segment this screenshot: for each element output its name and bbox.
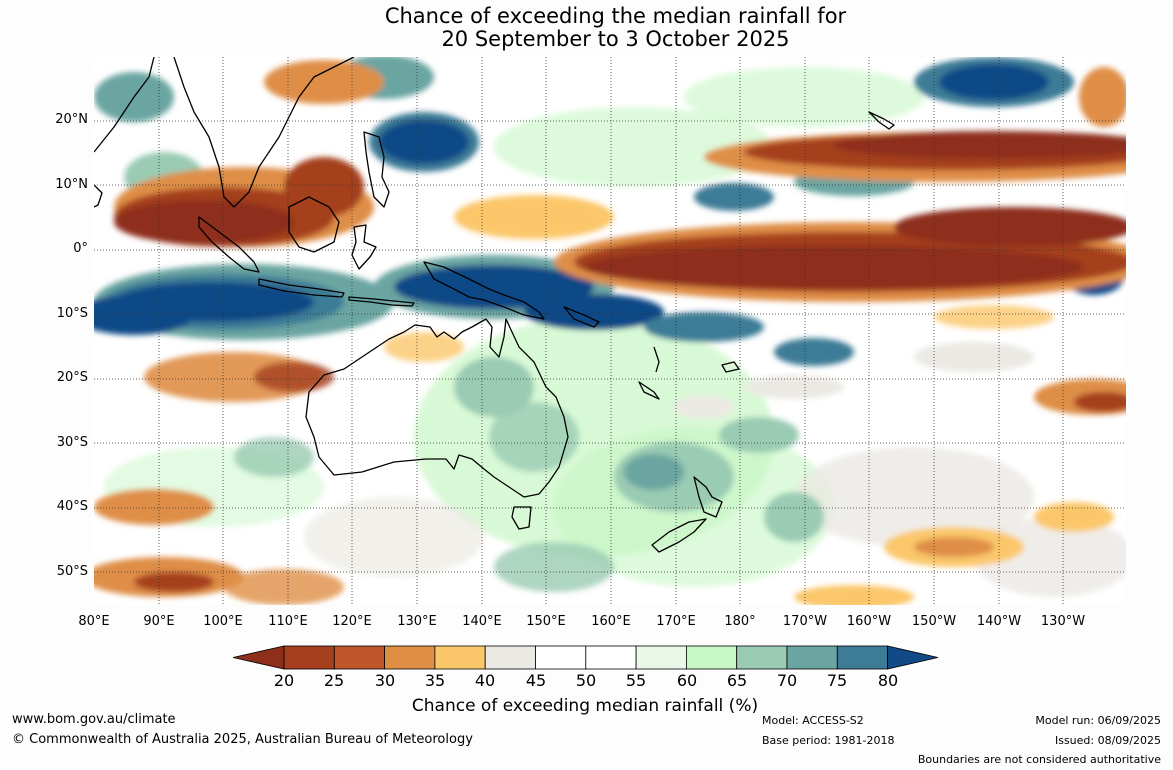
- colorbar-bin-50-55: [585, 645, 637, 670]
- lat-label-0: 0°: [73, 241, 88, 256]
- lon-label-100e: 100°E: [203, 614, 243, 629]
- model-name: Model: ACCESS-S2: [762, 714, 864, 727]
- graticule: [94, 57, 1126, 605]
- new-guinea-coastline: [423, 261, 545, 320]
- lat-label-10s: 10°S: [56, 306, 88, 321]
- colorbar-tick-65: 65: [726, 671, 748, 690]
- colorbar-bin-75-80: [836, 645, 888, 670]
- colorbar-bin-30-35: [384, 645, 436, 670]
- nusa-tenggara-coastline: [348, 296, 415, 307]
- colorbar-under-arrow: [232, 645, 285, 670]
- lon-label-160w: 160°W: [846, 614, 892, 629]
- issued-date: Issued: 08/09/2025: [1054, 734, 1161, 747]
- colorbar-bin-70-75: [786, 645, 838, 670]
- colorbar-bin-55-60: [635, 645, 687, 670]
- colorbar-bin-45-50: [535, 645, 587, 670]
- fiji-coastline: [721, 361, 740, 373]
- colorbar-bin-35-40: [434, 645, 486, 670]
- lon-label-170w: 170°W: [782, 614, 828, 629]
- colorbar-tick-50: 50: [575, 671, 597, 690]
- new-zealand-south-coastline: [651, 518, 707, 553]
- tasmania-coastline: [511, 506, 532, 530]
- colorbar-tick-55: 55: [625, 671, 647, 690]
- colorbar-tick-45: 45: [525, 671, 547, 690]
- lon-label-120e: 120°E: [332, 614, 372, 629]
- sulawesi-coastline: [351, 224, 377, 270]
- lon-label-160e: 160°E: [591, 614, 631, 629]
- probability-field: [94, 57, 1126, 605]
- lat-label-20n: 20°N: [55, 112, 88, 127]
- lon-label-130w: 130°W: [1040, 614, 1086, 629]
- colorbar-tick-80: 80: [877, 671, 899, 690]
- map-title-line-2: 20 September to 3 October 2025: [441, 27, 790, 51]
- lon-label-140w: 140°W: [976, 614, 1022, 629]
- base-period: Base period: 1981-2018: [762, 734, 895, 747]
- lon-label-150w: 150°W: [911, 614, 957, 629]
- australia-coastline: [305, 318, 569, 498]
- borneo-coastline: [288, 196, 340, 253]
- colorbar-tick-35: 35: [424, 671, 446, 690]
- java-coastline: [258, 278, 345, 298]
- colorbar-label: Chance of exceeding median rainfall (%): [411, 696, 759, 716]
- sumatra-coastline: [198, 216, 260, 273]
- colorbar: [232, 645, 939, 670]
- lon-label-150e: 150°E: [526, 614, 566, 629]
- colorbar-bin-60-65: [685, 645, 738, 670]
- boundaries-disclaimer: Boundaries are not considered authoritat…: [917, 753, 1161, 766]
- vanuatu-coastline: [653, 346, 660, 373]
- colorbar-bin-40-45: [484, 645, 536, 670]
- new-caledonia-coastline: [638, 381, 660, 400]
- solomon-islands-coastline: [563, 306, 600, 328]
- lat-label-20s: 20°S: [56, 370, 88, 385]
- colorbar-over-arrow: [887, 645, 939, 670]
- lat-label-40s: 40°S: [56, 499, 88, 514]
- lon-label-90e: 90°E: [143, 614, 175, 629]
- colorbar-bin-25-30: [333, 645, 386, 670]
- lat-label-10n: 10°N: [55, 177, 88, 192]
- philippines-coastline: [363, 131, 390, 208]
- model-run-date: Model run: 06/09/2025: [1035, 714, 1161, 727]
- lon-label-130e: 130°E: [397, 614, 437, 629]
- hawaii-coastline: [868, 111, 895, 130]
- rainfall-probability-map: [94, 57, 1126, 605]
- website-link[interactable]: www.bom.gov.au/climate: [12, 712, 176, 727]
- copyright-text: © Commonwealth of Australia 2025, Austra…: [12, 732, 473, 747]
- lat-label-30s: 30°S: [56, 435, 88, 450]
- colorbar-bin-65-70: [736, 645, 788, 670]
- lon-label-80e: 80°E: [78, 614, 110, 629]
- colorbar-tick-40: 40: [474, 671, 496, 690]
- mainland-asia-coastline: [94, 57, 355, 208]
- colorbar-tick-70: 70: [776, 671, 798, 690]
- new-zealand-coastline: [693, 476, 723, 518]
- lon-label-140e: 140°E: [462, 614, 502, 629]
- lon-label-180: 180°: [724, 614, 756, 629]
- colorbar-tick-60: 60: [676, 671, 698, 690]
- lon-label-170e: 170°E: [656, 614, 696, 629]
- colorbar-tick-25: 25: [323, 671, 345, 690]
- lat-label-50s: 50°S: [56, 564, 88, 579]
- map-title-line-1: Chance of exceeding the median rainfall …: [384, 4, 847, 28]
- colorbar-tick-75: 75: [826, 671, 848, 690]
- lon-label-110e: 110°E: [268, 614, 308, 629]
- coastlines: [94, 57, 895, 553]
- colorbar-tick-20: 20: [273, 671, 295, 690]
- sri-lanka-coastline: [94, 184, 103, 208]
- colorbar-tick-30: 30: [374, 671, 396, 690]
- colorbar-bin-20-25: [283, 645, 335, 670]
